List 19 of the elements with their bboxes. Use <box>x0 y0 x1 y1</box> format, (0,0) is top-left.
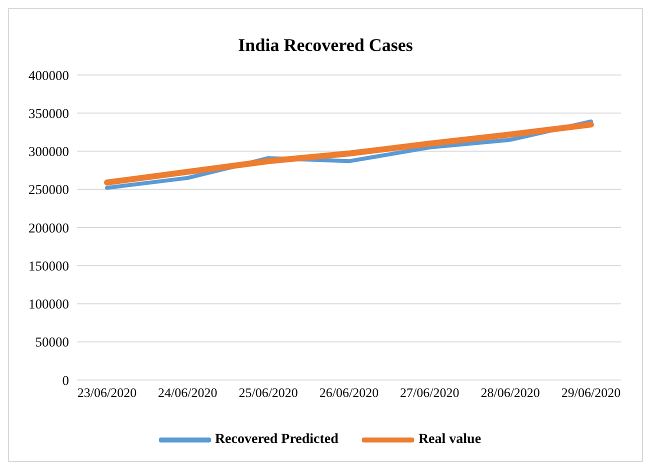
y-tick-label: 400000 <box>28 68 70 83</box>
x-tick-label: 29/06/2020 <box>561 385 621 400</box>
y-tick-label: 100000 <box>28 296 70 312</box>
y-tick-label: 50000 <box>35 334 70 350</box>
legend-label: Recovered Predicted <box>214 432 338 448</box>
x-tick-label: 23/06/2020 <box>77 385 137 400</box>
legend-label: Real value <box>418 432 482 448</box>
x-tick-label: 24/06/2020 <box>158 385 218 400</box>
x-tick-label: 26/06/2020 <box>319 385 379 400</box>
y-tick-label: 0 <box>62 372 70 388</box>
y-tick-label: 150000 <box>28 258 70 274</box>
x-tick-label: 28/06/2020 <box>480 385 540 400</box>
y-tick-label: 300000 <box>28 144 70 160</box>
x-tick-label: 25/06/2020 <box>238 385 298 400</box>
y-tick-label: 350000 <box>28 106 70 121</box>
chart-title: India Recovered Cases <box>237 35 414 57</box>
x-tick-label: 27/06/2020 <box>400 385 460 400</box>
y-tick-label: 200000 <box>28 220 70 236</box>
y-tick-label: 250000 <box>28 182 70 198</box>
